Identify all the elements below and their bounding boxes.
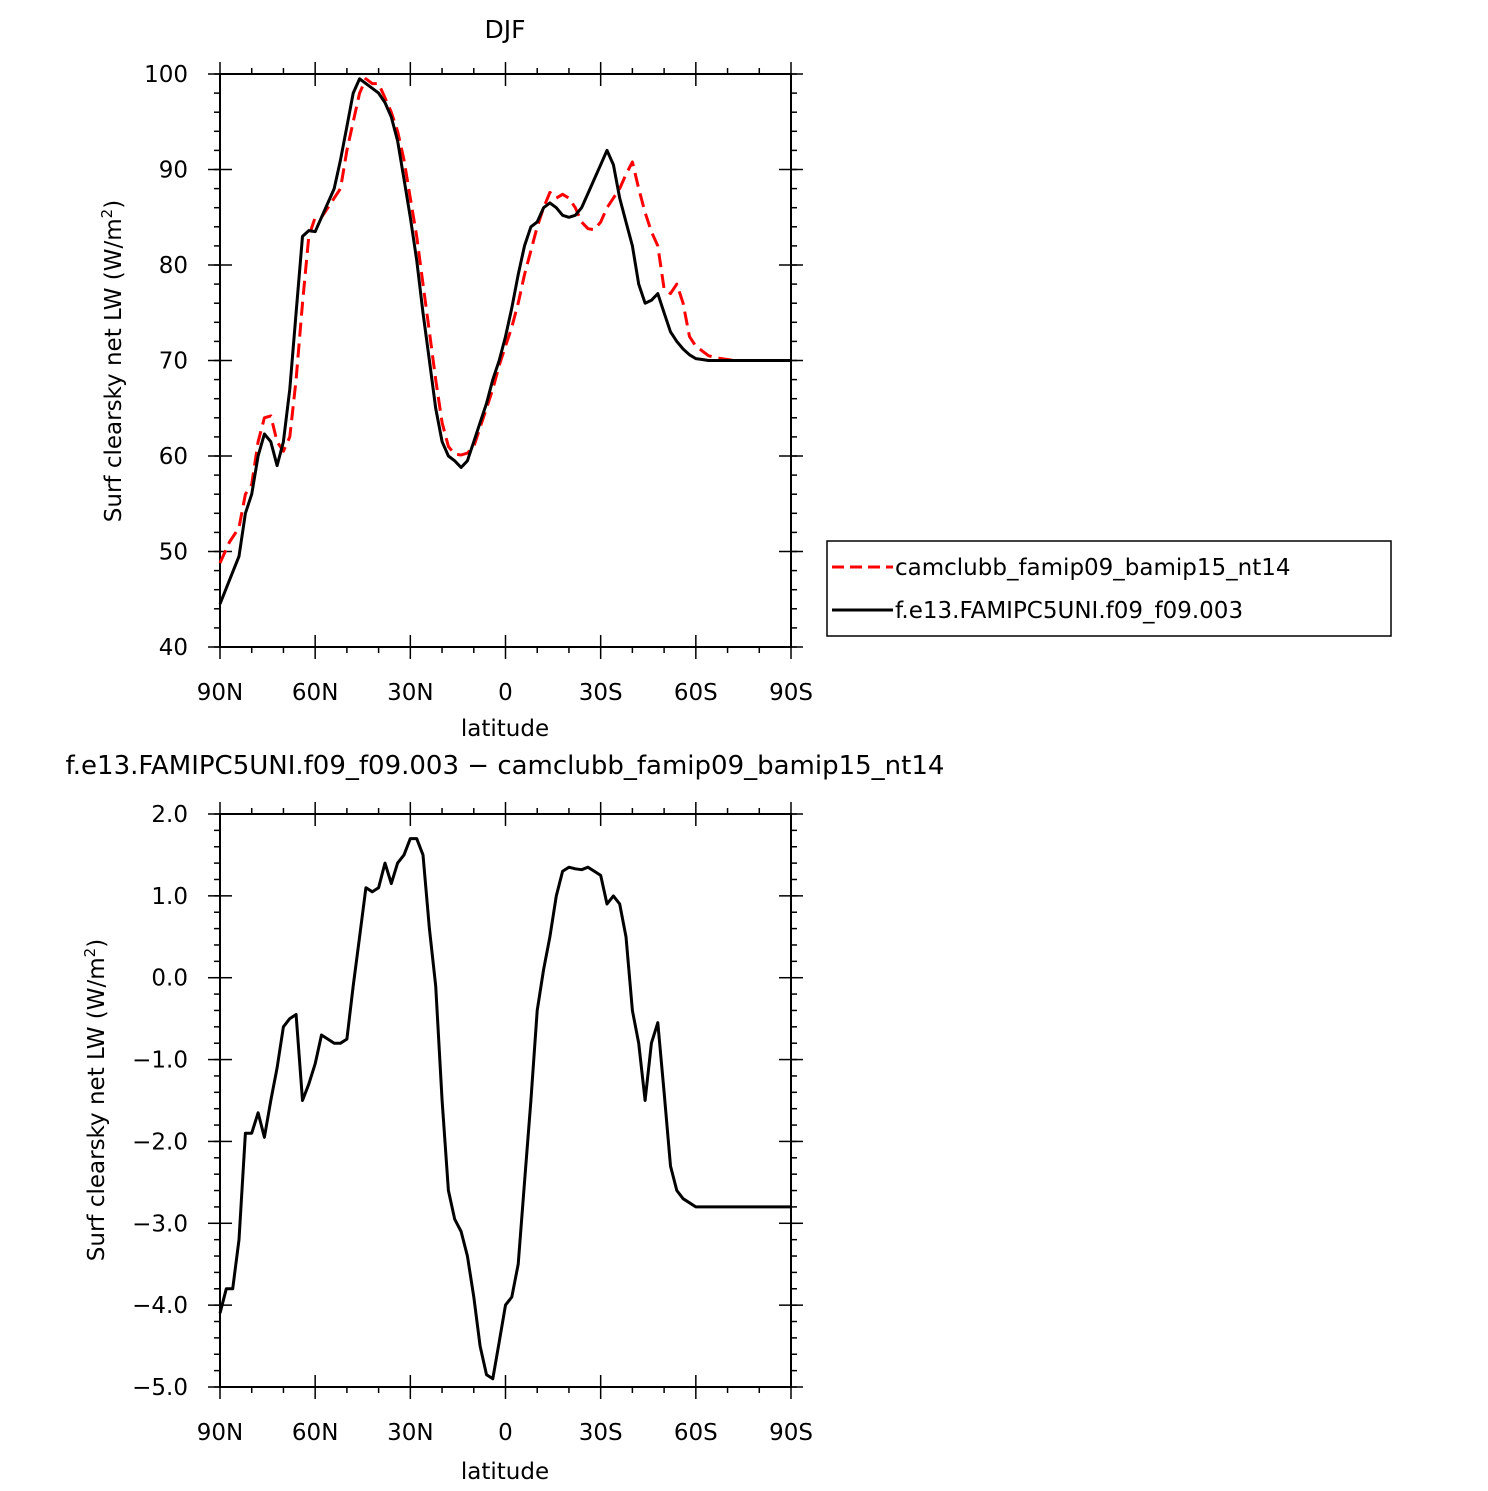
- top-y-tick-label: 50: [159, 540, 188, 566]
- legend-box: [826, 540, 1392, 637]
- top-x-tick-label: 30N: [387, 680, 433, 706]
- bottom-x-tick-label: 60N: [292, 1420, 338, 1446]
- top-y-tick-label: 70: [159, 349, 188, 375]
- bottom-y-tick-label: 1.0: [151, 884, 188, 910]
- top-y-tick-label: 60: [159, 444, 188, 470]
- bottom-plot-frame: [219, 813, 792, 1388]
- legend: camclubb_famip09_bamip15_nt14 f.e13.FAMI…: [826, 540, 1392, 637]
- top-x-tick-label: 90N: [197, 680, 243, 706]
- bottom-x-axis-label: latitude: [461, 1459, 549, 1485]
- top-y-tick-label: 90: [159, 158, 188, 184]
- bottom-y-tick-label: −1.0: [132, 1048, 188, 1074]
- top-y-axis-label: Surf clearsky net LW (W/m2): [98, 200, 127, 522]
- bottom-x-tick-label: 0: [498, 1420, 513, 1446]
- bottom-series-lines: [218, 837, 791, 1381]
- legend-label-camclubb: camclubb_famip09_bamip15_nt14: [895, 555, 1291, 581]
- top-series-line-0: [218, 77, 791, 564]
- bottom-x-tick-label: 90S: [769, 1420, 813, 1446]
- bottom-x-tick-label: 90N: [197, 1420, 243, 1446]
- top-x-tick-label: 60N: [292, 680, 338, 706]
- bottom-y-tick-label: 2.0: [151, 802, 188, 828]
- top-series-line-1: [218, 77, 791, 605]
- bottom-y-tick-label: −3.0: [132, 1211, 188, 1237]
- bottom-x-tick-label: 30S: [579, 1420, 623, 1446]
- top-series-lines: [218, 77, 791, 605]
- bottom-ticks: 90N 60N 30N 0 30S 60S 90S −5.0 −4.0 −3.0 −2.0 −1.0 0…: [132, 802, 813, 1446]
- top-ticks: 90N 60N 30N 0 30S 60S 90S 40 50 60 70 80 90 100: [144, 62, 813, 706]
- bottom-y-tick-label: −4.0: [132, 1293, 188, 1319]
- top-y-tick-label: 80: [159, 253, 188, 279]
- bottom-y-tick-label: −5.0: [132, 1375, 188, 1401]
- bottom-y-tick-label: −2.0: [132, 1129, 188, 1155]
- top-x-tick-label: 60S: [674, 680, 718, 706]
- top-chart-title: DJF: [484, 15, 525, 44]
- bottom-series-line-0: [218, 837, 791, 1381]
- bottom-x-tick-label: 60S: [674, 1420, 718, 1446]
- bottom-chart-title: f.e13.FAMIPC5UNI.f09_f09.003 − camclubb_…: [66, 751, 945, 781]
- bottom-y-axis-label: Surf clearsky net LW (W/m2): [81, 939, 110, 1261]
- bottom-panel: f.e13.FAMIPC5UNI.f09_f09.003 − camclubb_…: [66, 751, 945, 1485]
- top-y-tick-label: 100: [144, 62, 188, 88]
- top-x-tick-label: 30S: [579, 680, 623, 706]
- top-x-tick-label: 0: [498, 680, 513, 706]
- bottom-y-tick-label: 0.0: [151, 966, 188, 992]
- top-y-tick-label: 40: [159, 635, 188, 661]
- legend-label-fe13: f.e13.FAMIPC5UNI.f09_f09.003: [895, 598, 1243, 624]
- top-panel: DJF 90N 60N 30N 0 30S 60S 90S 40 50 60 70 80 90 100 l…: [98, 15, 1392, 742]
- top-x-axis-label: latitude: [461, 716, 549, 742]
- top-x-tick-label: 90S: [769, 680, 813, 706]
- bottom-x-tick-label: 30N: [387, 1420, 433, 1446]
